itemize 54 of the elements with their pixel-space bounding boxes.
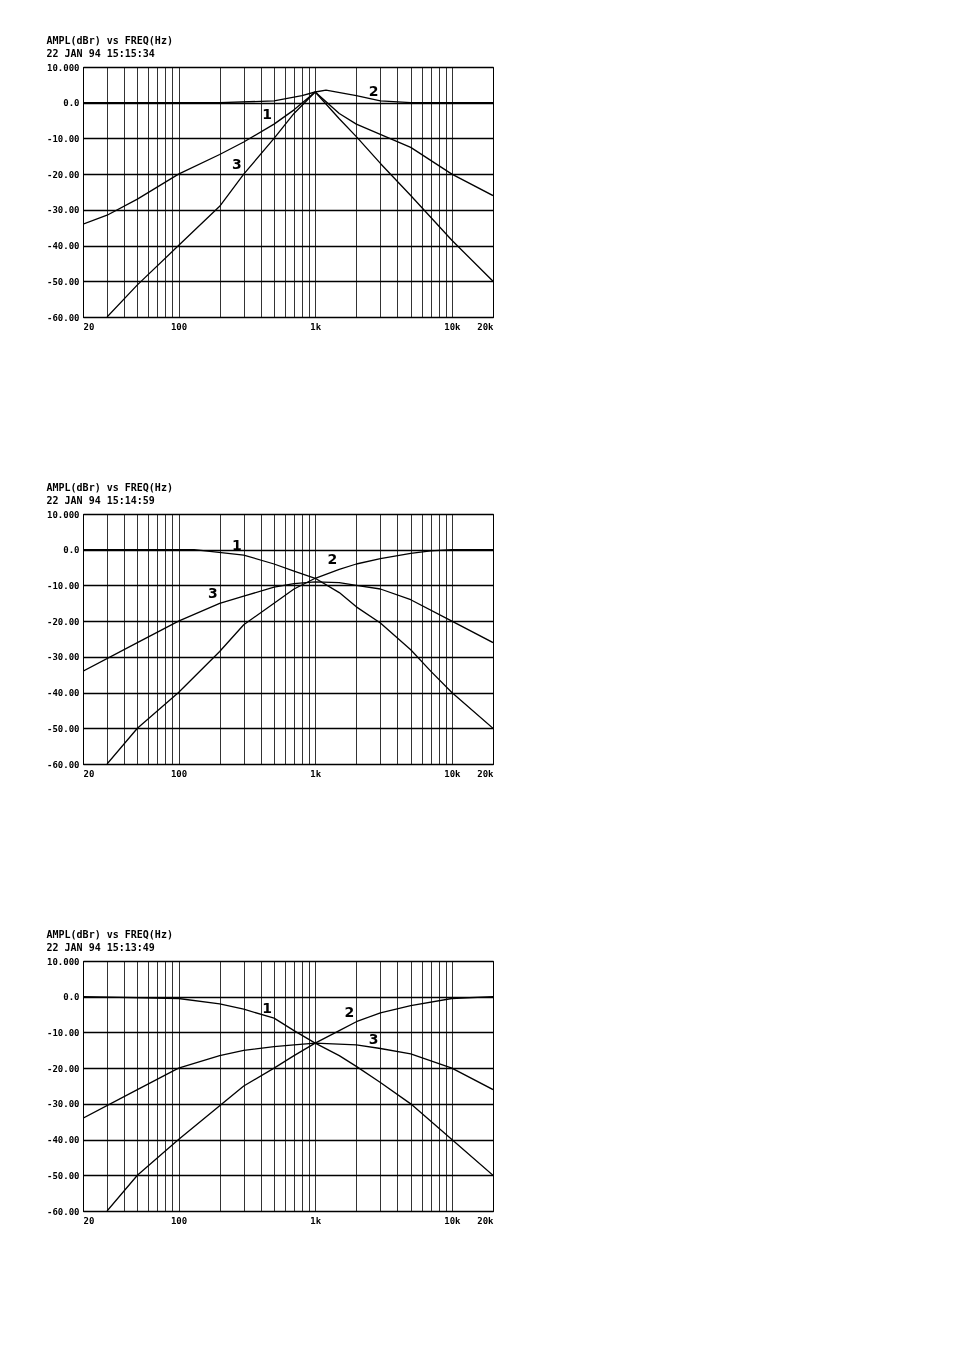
y-tick-label: -10.00: [46, 1027, 80, 1038]
annotation: 3: [231, 156, 242, 173]
y-tick-label: -60.00: [46, 312, 80, 323]
x-tick-label: 100: [170, 1215, 188, 1226]
annotation: 1: [262, 106, 273, 123]
y-tick-label: -60.00: [46, 1206, 80, 1217]
x-tick-label: 20k: [477, 768, 495, 779]
y-tick-label: 10.000: [46, 509, 80, 520]
x-tick-label: 20k: [477, 321, 495, 332]
y-tick-label: -50.00: [46, 1170, 80, 1181]
y-tick-label: -40.00: [46, 241, 80, 252]
y-tick-label: -50.00: [46, 723, 80, 734]
y-tick-label: -30.00: [46, 1099, 80, 1110]
y-tick-label: -10.00: [46, 133, 80, 144]
x-tick-label: 20: [83, 1215, 95, 1226]
annotation: 2: [344, 1003, 355, 1020]
y-tick-label: 0.0: [63, 98, 80, 109]
x-tick-label: 10k: [444, 1215, 462, 1226]
annotation: 1: [262, 1000, 273, 1017]
y-tick-label: -10.00: [46, 580, 80, 591]
y-tick-label: 10.000: [46, 62, 80, 73]
chart-subtitle: 22 JAN 94 15:15:34: [46, 48, 155, 59]
chart-subtitle: 22 JAN 94 15:13:49: [46, 942, 155, 953]
y-tick-label: -30.00: [46, 205, 80, 216]
x-tick-label: 1k: [310, 768, 322, 779]
x-tick-label: 20: [83, 768, 95, 779]
annotation: 3: [368, 1030, 379, 1047]
x-tick-label: 1k: [310, 1215, 322, 1226]
annotation: 3: [207, 585, 218, 602]
chart-title: AMPL(dBr) vs FREQ(Hz): [46, 35, 173, 46]
y-tick-label: -40.00: [46, 1135, 80, 1146]
y-tick-label: -40.00: [46, 688, 80, 699]
x-tick-label: 100: [170, 768, 188, 779]
y-tick-label: 10.000: [46, 956, 80, 967]
y-tick-label: -20.00: [46, 169, 80, 180]
y-tick-label: -20.00: [46, 1063, 80, 1074]
y-tick-label: -30.00: [46, 652, 80, 663]
y-tick-label: -50.00: [46, 276, 80, 287]
annotation: 2: [368, 82, 379, 99]
x-tick-label: 100: [170, 321, 188, 332]
x-tick-label: 10k: [444, 768, 462, 779]
annotation: 2: [327, 551, 338, 568]
x-tick-label: 20k: [477, 1215, 495, 1226]
x-tick-label: 10k: [444, 321, 462, 332]
y-tick-label: 0.0: [63, 992, 80, 1003]
x-tick-label: 20: [83, 321, 95, 332]
annotation: 1: [231, 537, 242, 554]
chart-subtitle: 22 JAN 94 15:14:59: [46, 495, 155, 506]
y-tick-label: -60.00: [46, 759, 80, 770]
y-tick-label: -20.00: [46, 616, 80, 627]
y-tick-label: 0.0: [63, 545, 80, 556]
chart-title: AMPL(dBr) vs FREQ(Hz): [46, 929, 173, 940]
chart-title: AMPL(dBr) vs FREQ(Hz): [46, 482, 173, 493]
x-tick-label: 1k: [310, 321, 322, 332]
